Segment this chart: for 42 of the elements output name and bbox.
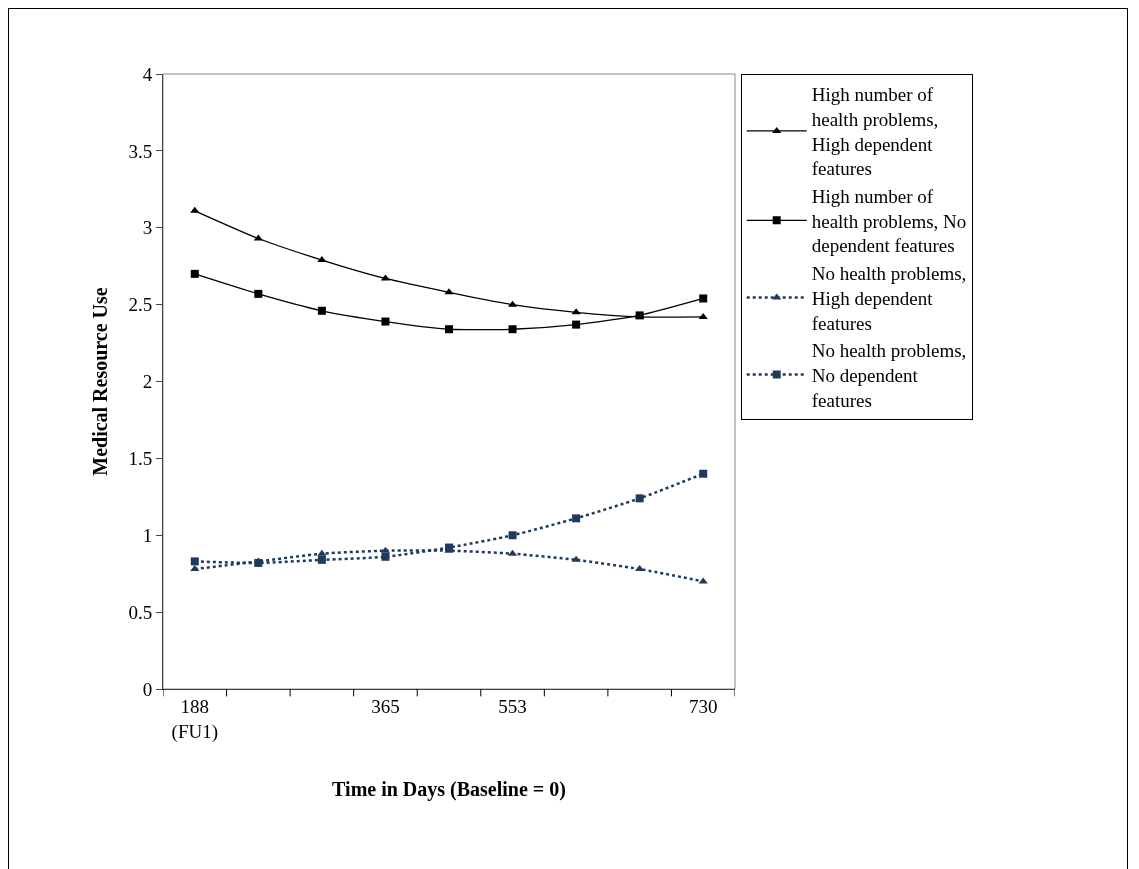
x-axis-title: Time in Days (Baseline = 0) bbox=[332, 778, 566, 801]
y-tick-label: 3 bbox=[142, 217, 153, 239]
point bbox=[572, 320, 581, 329]
legend-label: High number of health problems, High dependent features bbox=[811, 84, 939, 180]
y-tick-label: 1.5 bbox=[128, 448, 153, 470]
point bbox=[699, 294, 708, 303]
y-axis-title: Medical Resource Use bbox=[88, 287, 111, 476]
point bbox=[381, 552, 390, 561]
point bbox=[508, 531, 517, 540]
x-tick-label: 730 bbox=[688, 695, 718, 717]
y-tick-label: 2.5 bbox=[128, 294, 153, 316]
point bbox=[571, 555, 581, 562]
point bbox=[190, 565, 200, 572]
point bbox=[445, 325, 453, 334]
point bbox=[572, 514, 581, 523]
legend-label: No health problems, High dependent features bbox=[811, 263, 967, 334]
y-tick-label: 3.5 bbox=[128, 140, 153, 162]
point bbox=[317, 549, 327, 556]
y-tick-label: 1 bbox=[142, 524, 153, 546]
legend-label: No health problems, No dependent features bbox=[811, 340, 967, 411]
y-tick-label: 0 bbox=[142, 678, 153, 700]
point bbox=[635, 494, 644, 503]
point bbox=[381, 317, 390, 326]
point bbox=[508, 325, 517, 334]
point bbox=[698, 312, 708, 319]
x-tick-label: 188 (FU1) bbox=[171, 695, 219, 743]
y-tick-label: 0.5 bbox=[128, 601, 153, 623]
x-tick-label: 365 bbox=[371, 695, 400, 717]
y-tick-label: 2 bbox=[142, 371, 153, 393]
point bbox=[635, 565, 645, 572]
point bbox=[190, 557, 199, 566]
point bbox=[699, 469, 708, 478]
point bbox=[317, 306, 326, 315]
point bbox=[253, 234, 263, 241]
y-tick-label: 4 bbox=[142, 63, 153, 85]
point bbox=[317, 256, 327, 263]
point bbox=[254, 289, 263, 298]
x-tick-label: 553 bbox=[498, 695, 527, 717]
point bbox=[190, 269, 199, 278]
point bbox=[190, 206, 200, 213]
point bbox=[317, 555, 326, 564]
legend-label: High number of health problems, No dependent features bbox=[811, 186, 967, 257]
